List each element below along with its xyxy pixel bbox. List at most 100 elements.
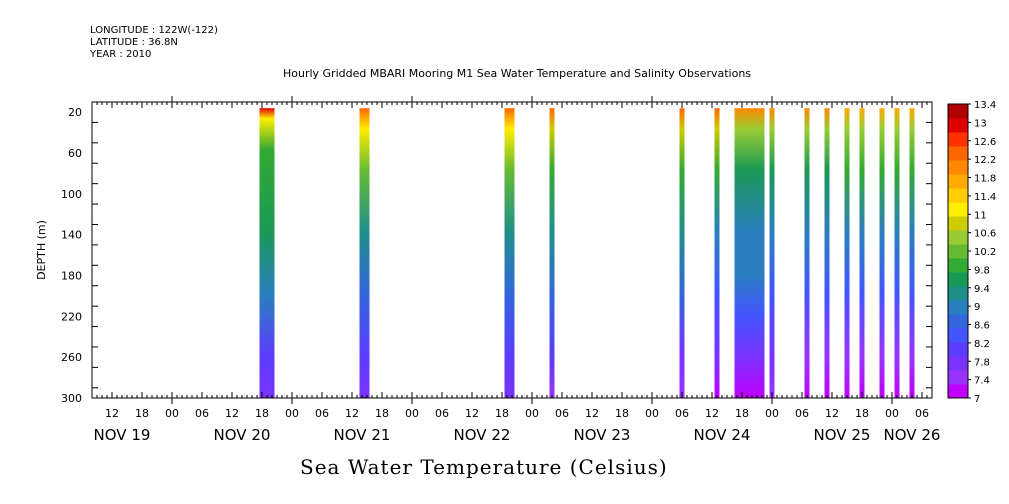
x-hour-label: 00: [885, 407, 899, 420]
x-day-label: NOV 23: [574, 426, 631, 444]
x-day-label: NOV 26: [884, 426, 941, 444]
x-hour-label: 12: [585, 407, 599, 420]
data-column: [909, 108, 915, 398]
colorbar-label: 13: [974, 118, 987, 129]
colorbar-label: 7.4: [974, 376, 990, 387]
y-tick-label: 100: [61, 188, 82, 201]
x-hour-label: 00: [405, 407, 419, 420]
y-tick-label: 20: [68, 106, 82, 119]
data-column: [734, 108, 765, 398]
y-tick-label: 260: [61, 351, 82, 364]
x-hour-label: 18: [615, 407, 629, 420]
data-columns: [259, 108, 915, 398]
colorbar-swatch: [948, 118, 968, 133]
colorbar-label: 9: [974, 302, 980, 313]
x-day-label: NOV 22: [454, 426, 511, 444]
colorbar-swatch: [948, 188, 968, 203]
x-hour-label: 06: [435, 407, 449, 420]
chart-title: Hourly Gridded MBARI Mooring M1 Sea Wate…: [282, 67, 752, 80]
data-column: [894, 108, 900, 398]
x-hour-label: 06: [675, 407, 689, 420]
y-tick-label: 220: [61, 310, 82, 323]
x-axis: 12 18 00 06 12 18 00 06 12 18 00 06 12 18 00 06 12 18 00 06…: [91, 96, 941, 444]
colorbar-label: 9.4: [974, 284, 990, 295]
x-hour-label: 00: [285, 407, 299, 420]
x-hour-label: 12: [105, 407, 119, 420]
data-column: [504, 108, 515, 398]
colorbar-label: 11.8: [974, 174, 996, 185]
colorbar: 13.4 13 12.6 12.2 11.8 11.4 11 10.6 10.2 9.8 9.4 9 8…: [947, 100, 996, 405]
x-hour-label: 18: [135, 407, 149, 420]
colorbar-label: 7: [974, 394, 980, 405]
colorbar-swatch: [948, 132, 968, 147]
x-day-label: NOV 19: [94, 426, 151, 444]
x-day-label: NOV 25: [814, 426, 871, 444]
colorbar-label: 12.2: [974, 155, 996, 166]
data-column: [679, 108, 685, 398]
colorbar-swatch: [948, 384, 968, 399]
colorbar-swatch: [948, 328, 968, 343]
x-hour-label: 06: [915, 407, 929, 420]
colorbar-label: 8.2: [974, 339, 990, 350]
x-hour-label: 12: [465, 407, 479, 420]
colorbar-swatch: [948, 314, 968, 329]
x-hour-label: 00: [525, 407, 539, 420]
year-label: YEAR : 2010: [90, 49, 152, 60]
colorbar-swatch: [948, 244, 968, 259]
x-hour-label: 06: [315, 407, 329, 420]
colorbar-label: 7.8: [974, 357, 990, 368]
colorbar-swatch: [948, 160, 968, 175]
longitude-label: LONGITUDE : 122W(-122): [90, 25, 218, 36]
x-hour-label: 06: [195, 407, 209, 420]
x-hour-label: 12: [705, 407, 719, 420]
x-hour-label: 12: [225, 407, 239, 420]
colorbar-label: 12.6: [974, 137, 996, 148]
data-column: [549, 108, 555, 398]
x-hour-label: 06: [555, 407, 569, 420]
x-hour-label: 12: [345, 407, 359, 420]
colorbar-swatch: [948, 216, 968, 231]
colorbar-label: 9.8: [974, 265, 990, 276]
x-hour-label: 00: [765, 407, 779, 420]
x-day-label: NOV 20: [214, 426, 271, 444]
x-hour-label: 18: [255, 407, 269, 420]
data-column: [769, 108, 775, 398]
data-column: [879, 108, 885, 398]
x-hour-label: 00: [645, 407, 659, 420]
y-tick-label: 60: [68, 147, 82, 160]
colorbar-swatch: [948, 230, 968, 245]
y-axis: 20 60 100 140 180 220 260 300: [61, 101, 932, 405]
colorbar-label: 10.6: [974, 229, 996, 240]
colorbar-swatch: [948, 202, 968, 217]
colorbar-swatch: [948, 258, 968, 273]
colorbar-label: 11.4: [974, 192, 996, 203]
y-tick-label: 180: [61, 270, 82, 283]
colorbar-swatch: [948, 342, 968, 357]
colorbar-swatch: [948, 300, 968, 315]
data-column: [824, 108, 830, 398]
x-hour-label: 18: [735, 407, 749, 420]
x-hour-label: 06: [795, 407, 809, 420]
colorbar-swatch: [948, 286, 968, 301]
x-hour-label: 18: [495, 407, 509, 420]
data-column: [804, 108, 810, 398]
latitude-label: LATITUDE : 36.8N: [90, 37, 178, 48]
x-day-label: NOV 24: [694, 426, 751, 444]
data-column: [844, 108, 850, 398]
colorbar-swatch: [948, 272, 968, 287]
x-hour-label: 12: [825, 407, 839, 420]
x-hour-label: 00: [165, 407, 179, 420]
colorbar-label: 11: [974, 210, 987, 221]
data-column: [859, 108, 865, 398]
data-column: [359, 108, 370, 398]
colorbar-swatch: [948, 104, 968, 119]
y-tick-label: 300: [61, 392, 82, 405]
colorbar-swatch: [948, 174, 968, 189]
colorbar-swatch: [948, 370, 968, 385]
x-hour-label: 18: [375, 407, 389, 420]
x-hour-label: 18: [855, 407, 869, 420]
y-axis-label: DEPTH (m): [35, 220, 48, 280]
x-axis-title: Sea Water Temperature (Celsius): [300, 455, 668, 479]
x-day-label: NOV 21: [334, 426, 391, 444]
